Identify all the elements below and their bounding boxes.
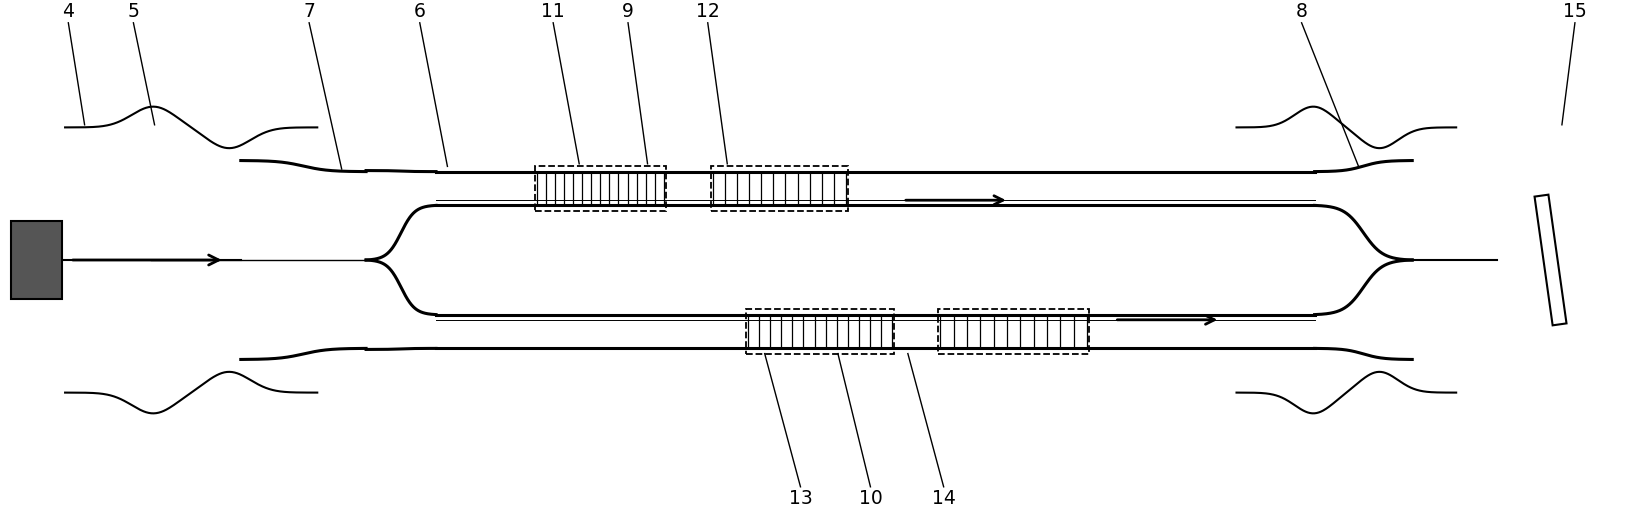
Text: 5: 5	[127, 2, 140, 21]
Text: 4: 4	[62, 2, 75, 21]
Text: 6: 6	[413, 2, 426, 21]
Bar	[711, 166, 848, 211]
Text: 15: 15	[1564, 2, 1586, 21]
Text: 11: 11	[542, 2, 565, 21]
Text: 9: 9	[622, 2, 635, 21]
Bar	[747, 309, 893, 354]
Text: 13: 13	[789, 489, 812, 508]
Text: 10: 10	[859, 489, 882, 508]
Text: 14: 14	[932, 489, 955, 508]
Text: 12: 12	[696, 2, 719, 21]
Text: 7: 7	[303, 2, 316, 21]
Bar	[11, 221, 62, 299]
Bar	[535, 166, 665, 211]
Text: 8: 8	[1295, 2, 1308, 21]
Bar	[939, 309, 1088, 354]
Polygon shape	[1534, 194, 1567, 326]
